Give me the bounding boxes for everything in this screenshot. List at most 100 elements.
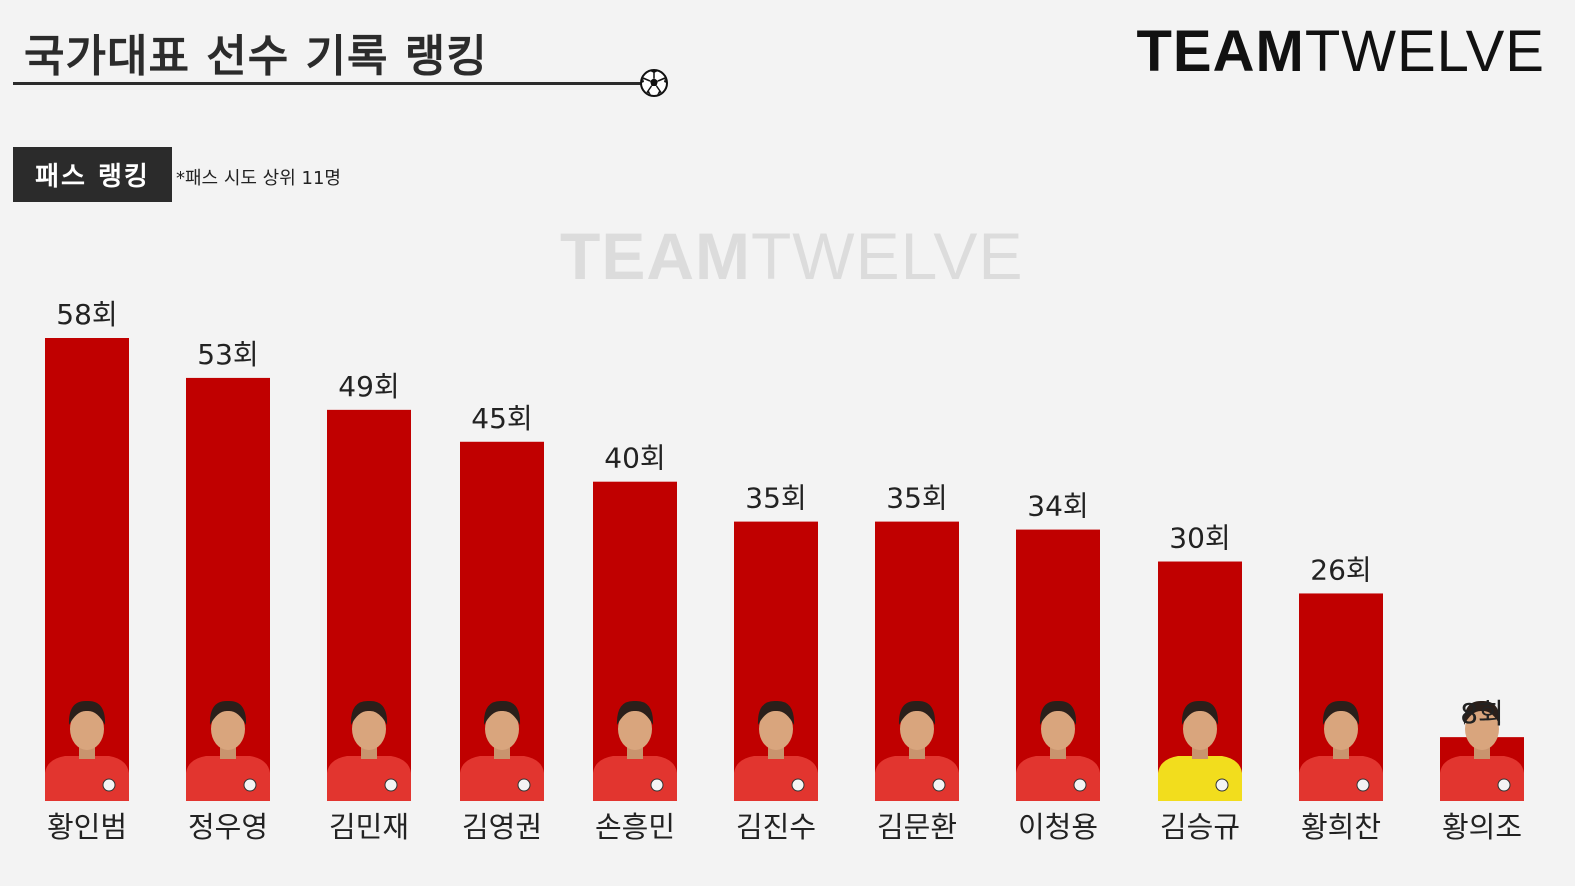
hair <box>209 700 247 725</box>
crest-icon <box>1356 778 1370 792</box>
player-photo <box>593 700 677 801</box>
page-title: 국가대표 선수 기록 랭킹 <box>24 31 488 82</box>
hair <box>68 700 106 725</box>
value-label: 30회 <box>1169 522 1230 555</box>
face <box>1465 708 1499 750</box>
face <box>759 708 793 750</box>
value-label: 34회 <box>1027 490 1088 523</box>
player-photo <box>734 700 818 801</box>
player-photo <box>875 700 959 801</box>
value-label: 53회 <box>197 338 258 371</box>
jersey <box>327 756 411 801</box>
brand-logo: TEAMTWELVE <box>1136 18 1545 85</box>
player-name: 손흥민 <box>595 810 675 844</box>
face <box>1183 708 1217 750</box>
value-label: 58회 <box>56 298 117 331</box>
player-photo <box>45 700 129 801</box>
player-name: 김문환 <box>877 810 957 844</box>
player-name: 황의조 <box>1442 810 1522 844</box>
face <box>211 708 245 750</box>
face <box>485 708 519 750</box>
face <box>1041 708 1075 750</box>
brand-logo-bold: TEAM <box>1136 19 1305 84</box>
jersey <box>1299 756 1383 801</box>
player-photo <box>186 700 270 801</box>
face <box>70 708 104 750</box>
brand-logo-light: TWELVE <box>1304 19 1545 84</box>
hair <box>483 700 521 725</box>
jersey <box>45 756 129 801</box>
soccer-ball-icon <box>640 69 668 97</box>
player-name: 김영권 <box>462 810 542 844</box>
crest-icon <box>384 778 398 792</box>
value-label: 8회 <box>1460 697 1504 730</box>
face <box>1324 708 1358 750</box>
player-name: 황희찬 <box>1301 810 1381 844</box>
player-photo <box>327 700 411 801</box>
player-photo <box>1158 700 1242 801</box>
player-name: 김민재 <box>329 810 409 844</box>
crest-icon <box>243 778 257 792</box>
value-label: 49회 <box>338 370 399 403</box>
crest-icon <box>102 778 116 792</box>
value-label: 26회 <box>1310 553 1371 586</box>
crest-icon <box>1497 778 1511 792</box>
player-name: 황인범 <box>47 810 127 844</box>
crest-icon <box>650 778 664 792</box>
player-name: 김진수 <box>736 810 816 844</box>
hair <box>757 700 795 725</box>
player-photo <box>1299 700 1383 801</box>
jersey <box>593 756 677 801</box>
title-underline <box>13 82 643 85</box>
hair <box>1181 700 1219 725</box>
watermark-logo: TEAMTWELVE <box>560 218 1023 294</box>
hair <box>1322 700 1360 725</box>
hair <box>1039 700 1077 725</box>
player-name: 이청용 <box>1018 810 1098 844</box>
section-note: *패스 시도 상위 11명 <box>176 168 341 189</box>
jersey <box>460 756 544 801</box>
jersey <box>1440 756 1524 801</box>
player-photo <box>1016 700 1100 801</box>
jersey <box>186 756 270 801</box>
face <box>352 708 386 750</box>
watermark-light: TWELVE <box>750 219 1024 293</box>
value-label: 45회 <box>471 402 532 435</box>
jersey <box>875 756 959 801</box>
watermark-bold: TEAM <box>560 219 751 293</box>
value-label: 40회 <box>604 442 665 475</box>
player-name: 정우영 <box>188 810 268 844</box>
hair <box>350 700 388 725</box>
hair <box>616 700 654 725</box>
crest-icon <box>1215 778 1229 792</box>
crest-icon <box>1073 778 1087 792</box>
crest-icon <box>932 778 946 792</box>
player-photo <box>460 700 544 801</box>
jersey <box>734 756 818 801</box>
hair <box>898 700 936 725</box>
crest-icon <box>791 778 805 792</box>
section-tag: 패스 랭킹 <box>13 147 172 202</box>
jersey <box>1158 756 1242 801</box>
player-name: 김승규 <box>1160 810 1240 844</box>
hair <box>1463 700 1501 725</box>
player-photo <box>1440 700 1524 801</box>
value-label: 35회 <box>886 482 947 515</box>
value-label: 35회 <box>745 482 806 515</box>
face <box>900 708 934 750</box>
crest-icon <box>517 778 531 792</box>
jersey <box>1016 756 1100 801</box>
face <box>618 708 652 750</box>
